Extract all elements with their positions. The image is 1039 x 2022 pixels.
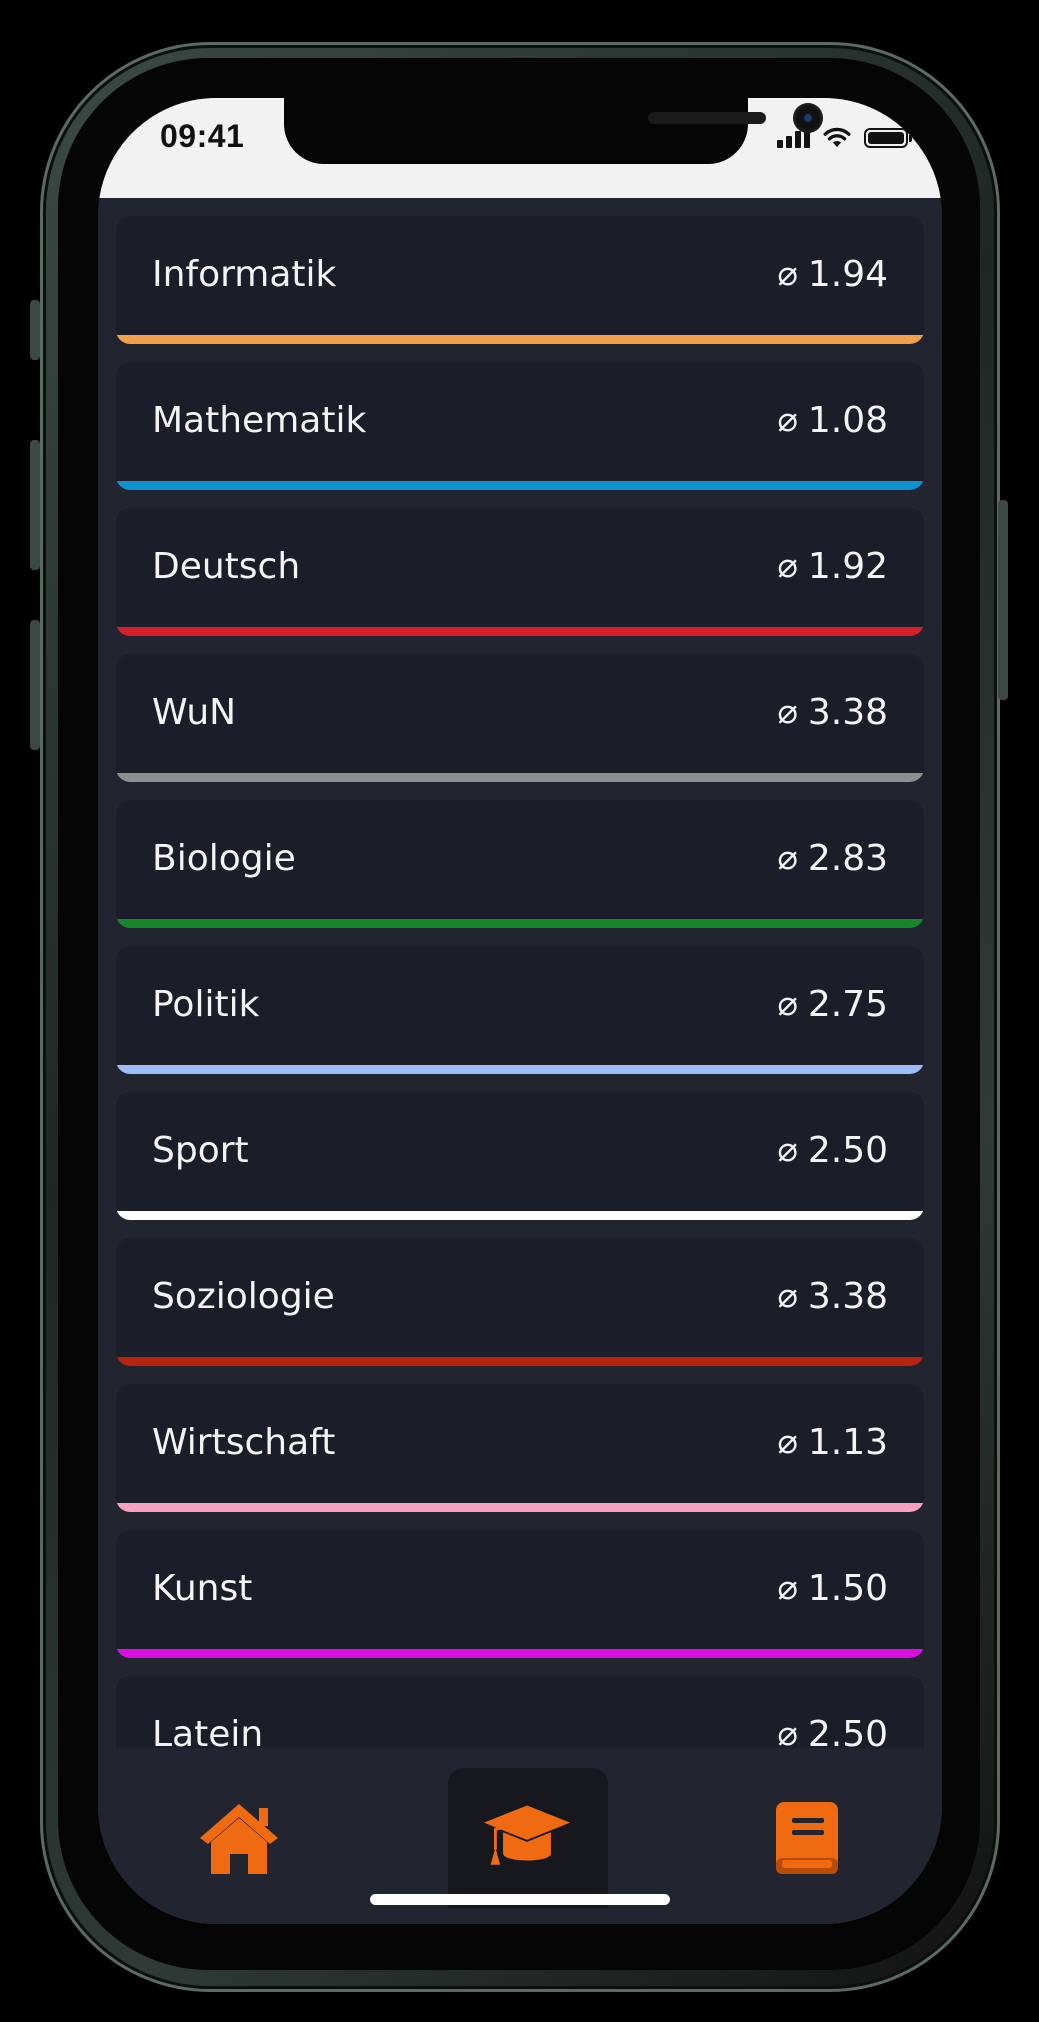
- average-value: 1.92: [807, 546, 888, 587]
- subject-average: ⌀ 3.38: [777, 1276, 888, 1317]
- subject-card[interactable]: Wirtschaft ⌀ 1.13: [116, 1384, 924, 1512]
- average-value: 1.94: [807, 254, 888, 295]
- average-symbol: ⌀: [777, 1276, 798, 1316]
- front-camera: [796, 106, 820, 130]
- subject-color-bar: [116, 335, 924, 344]
- book-icon: [776, 1802, 838, 1874]
- power-button: [998, 500, 1008, 700]
- average-symbol: ⌀: [777, 984, 798, 1024]
- average-symbol: ⌀: [777, 1422, 798, 1462]
- subject-color-bar: [116, 1503, 924, 1512]
- subject-card[interactable]: Biologie ⌀ 2.83: [116, 800, 924, 928]
- speaker-grille: [648, 112, 766, 124]
- average-symbol: ⌀: [777, 692, 798, 732]
- subject-name: Informatik: [152, 254, 337, 295]
- subject-color-bar: [116, 1065, 924, 1074]
- average-value: 1.08: [807, 400, 888, 441]
- subject-color-bar: [116, 1357, 924, 1366]
- subject-average: ⌀ 2.75: [777, 984, 888, 1025]
- average-value: 3.38: [807, 1276, 888, 1317]
- home-icon: [200, 1804, 278, 1874]
- subject-name: Biologie: [152, 838, 296, 879]
- home-indicator: [370, 1894, 670, 1905]
- mute-switch: [30, 300, 40, 360]
- tab-subjects[interactable]: [762, 1798, 852, 1878]
- cellular-signal-icon: [777, 126, 810, 148]
- subject-average: ⌀ 2.83: [777, 838, 888, 879]
- average-value: 3.38: [807, 692, 888, 733]
- subject-name: Kunst: [152, 1568, 253, 1609]
- subject-color-bar: [116, 481, 924, 490]
- subject-name: Sport: [152, 1130, 249, 1171]
- volume-up-button: [30, 440, 40, 570]
- notch: [284, 98, 820, 164]
- subject-card[interactable]: WuN ⌀ 3.38: [116, 654, 924, 782]
- subject-name: WuN: [152, 692, 237, 733]
- subject-name: Politik: [152, 984, 260, 1025]
- status-icons: [777, 124, 912, 148]
- subject-average: ⌀ 2.50: [777, 1130, 888, 1171]
- screen: 09:41 Informatik ⌀ 1.94 Mathematik ⌀ 1.08 Deut…: [98, 98, 942, 1924]
- average-value: 2.83: [807, 838, 888, 879]
- average-value: 1.50: [807, 1568, 888, 1609]
- subject-average: ⌀ 1.92: [777, 546, 888, 587]
- subject-name: Deutsch: [152, 546, 301, 587]
- average-symbol: ⌀: [777, 254, 798, 294]
- subject-list[interactable]: Informatik ⌀ 1.94 Mathematik ⌀ 1.08 Deutsch ⌀ 1.…: [98, 198, 942, 1846]
- subject-name: Mathematik: [152, 400, 367, 441]
- subject-card[interactable]: Politik ⌀ 2.75: [116, 946, 924, 1074]
- subject-average: ⌀ 3.38: [777, 692, 888, 733]
- subject-card[interactable]: Informatik ⌀ 1.94: [116, 216, 924, 344]
- battery-icon: [864, 128, 912, 148]
- tab-home[interactable]: [194, 1798, 284, 1878]
- subject-card[interactable]: Deutsch ⌀ 1.92: [116, 508, 924, 636]
- wifi-icon: [823, 127, 851, 147]
- average-value: 2.50: [807, 1130, 888, 1171]
- graduation-cap-icon: [483, 1805, 571, 1865]
- subject-name: Soziologie: [152, 1276, 335, 1317]
- status-bar: 09:41: [98, 98, 942, 198]
- average-symbol: ⌀: [777, 1568, 798, 1608]
- average-value: 2.75: [807, 984, 888, 1025]
- subject-color-bar: [116, 919, 924, 928]
- average-symbol: ⌀: [777, 546, 798, 586]
- volume-down-button: [30, 620, 40, 750]
- tab-grades[interactable]: [482, 1798, 572, 1878]
- subject-color-bar: [116, 627, 924, 636]
- subject-average: ⌀ 1.08: [777, 400, 888, 441]
- subject-card[interactable]: Kunst ⌀ 1.50: [116, 1530, 924, 1658]
- subject-card[interactable]: Sport ⌀ 2.50: [116, 1092, 924, 1220]
- subject-card[interactable]: Soziologie ⌀ 3.38: [116, 1238, 924, 1366]
- subject-average: ⌀ 1.94: [777, 254, 888, 295]
- average-value: 1.13: [807, 1422, 888, 1463]
- subject-color-bar: [116, 1649, 924, 1658]
- subject-name: Wirtschaft: [152, 1422, 336, 1463]
- average-symbol: ⌀: [777, 1714, 798, 1754]
- subject-average: ⌀ 1.50: [777, 1568, 888, 1609]
- subject-color-bar: [116, 1211, 924, 1220]
- subject-color-bar: [116, 773, 924, 782]
- average-symbol: ⌀: [777, 838, 798, 878]
- subject-card[interactable]: Mathematik ⌀ 1.08: [116, 362, 924, 490]
- subject-average: ⌀ 1.13: [777, 1422, 888, 1463]
- status-time: 09:41: [160, 118, 245, 154]
- average-symbol: ⌀: [777, 1130, 798, 1170]
- average-symbol: ⌀: [777, 400, 798, 440]
